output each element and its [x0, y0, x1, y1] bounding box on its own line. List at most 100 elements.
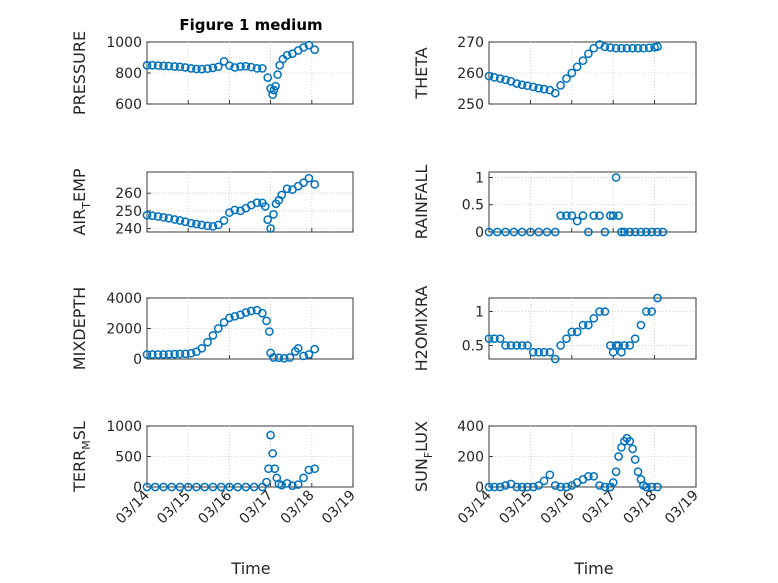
data-point: [545, 470, 555, 480]
data-point: [584, 471, 593, 481]
x-tick-label: 03/19: [319, 488, 359, 528]
data-point: [299, 43, 308, 52]
data-point: [203, 337, 212, 347]
data-point: [304, 40, 314, 50]
y-tick-label: 260: [457, 66, 484, 82]
data-point: [490, 72, 499, 82]
data-point: [490, 334, 499, 344]
data-point: [208, 222, 218, 231]
data-point: [562, 211, 571, 220]
data-point: [142, 482, 152, 492]
data-point: [241, 61, 251, 71]
data-point: [523, 81, 532, 91]
data-point: [159, 61, 168, 71]
data-point: [550, 481, 560, 490]
data-point: [512, 341, 522, 350]
data-point: [639, 43, 648, 53]
y-tick-label: 270: [457, 35, 484, 51]
x-axis-label-right: Time: [573, 559, 613, 578]
data-point: [282, 184, 292, 194]
data-point: [605, 43, 615, 52]
data-point: [625, 227, 635, 237]
data-point: [164, 213, 174, 223]
data-point: [164, 349, 174, 359]
data-point: [148, 211, 157, 221]
data-point: [617, 227, 626, 237]
data-point: [142, 210, 152, 220]
data-point: [203, 64, 212, 74]
data-point: [159, 213, 168, 222]
data-point: [170, 349, 179, 359]
data-point: [512, 482, 522, 492]
data-point: [600, 42, 610, 52]
data-point: [636, 320, 646, 330]
data-point: [164, 61, 174, 71]
data-point: [628, 43, 638, 53]
data-point: [304, 173, 314, 183]
data-point: [269, 210, 278, 219]
data-point: [208, 331, 218, 340]
data-point: [484, 482, 494, 492]
data-point: [526, 227, 535, 237]
data-point: [614, 211, 623, 220]
data-point: [490, 482, 499, 492]
data-point: [611, 173, 621, 182]
data-point: [620, 341, 629, 350]
x-tick-label: 03/17: [237, 488, 277, 528]
data-point: [578, 56, 588, 65]
data-point: [192, 64, 201, 74]
data-point: [600, 307, 610, 316]
data-point: [542, 227, 552, 237]
data-point: [270, 464, 280, 474]
data-point: [539, 84, 549, 94]
data-point: [628, 444, 638, 454]
data-point: [219, 318, 229, 327]
x-tick-label: 03/16: [538, 487, 578, 527]
data-point: [484, 71, 494, 81]
data-point: [495, 74, 505, 83]
data-point: [589, 211, 599, 220]
data-point: [584, 49, 593, 59]
data-point: [225, 313, 234, 323]
data-point: [213, 220, 223, 230]
y-axis-label: PRESSURE: [70, 31, 89, 115]
data-point: [506, 341, 516, 350]
data-point: [175, 216, 185, 225]
data-point: [523, 341, 532, 350]
x-axis-label-left: Time: [230, 559, 270, 578]
data-point: [567, 211, 577, 220]
data-point: [200, 482, 210, 492]
data-point: [611, 43, 621, 53]
data-point: [197, 220, 207, 230]
data-point: [550, 354, 560, 364]
data-point: [268, 449, 278, 458]
data-point: [584, 320, 593, 330]
data-point: [636, 227, 646, 237]
x-tick-label: 03/15: [496, 488, 536, 528]
data-point: [589, 471, 599, 481]
data-point: [252, 198, 262, 208]
data-point: [595, 307, 604, 316]
data-point: [153, 61, 163, 70]
data-point: [562, 74, 571, 83]
data-point: [611, 341, 621, 350]
y-tick-label: 200: [457, 450, 484, 466]
data-point: [509, 227, 519, 237]
data-point: [495, 334, 505, 344]
data-point: [183, 482, 193, 492]
data-point: [492, 227, 502, 237]
data-point: [584, 227, 593, 237]
data-point: [225, 61, 234, 70]
data-point: [175, 482, 185, 492]
y-tick-label: 0: [133, 480, 142, 496]
data-point: [578, 211, 588, 220]
data-point: [262, 477, 271, 487]
data-point: [266, 224, 275, 233]
data-point: [230, 63, 240, 72]
data-point: [277, 480, 287, 490]
data-point: [310, 464, 320, 474]
data-point: [517, 227, 527, 237]
y-tick-label: 240: [115, 221, 142, 237]
data-point: [192, 482, 201, 492]
